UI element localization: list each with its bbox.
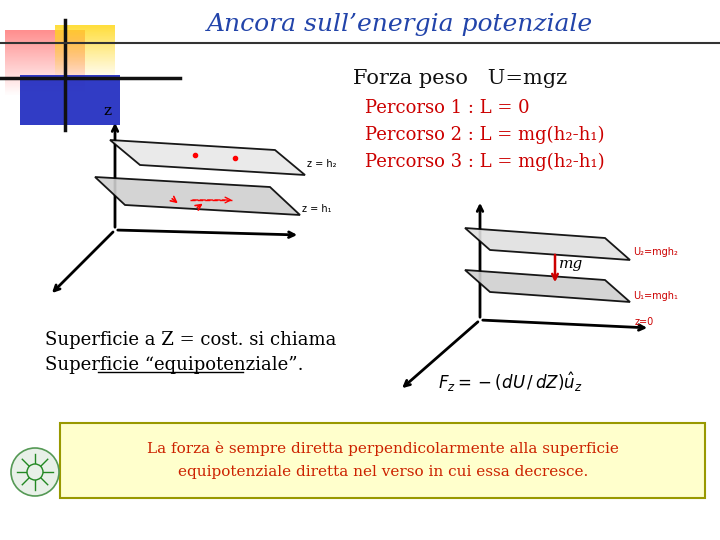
Circle shape [11,448,59,496]
Text: z=0: z=0 [635,317,654,327]
Text: U₂=mgh₂: U₂=mgh₂ [633,247,678,257]
Text: La forza è sempre diretta perpendicolarmente alla superficie: La forza è sempre diretta perpendicolarm… [147,441,619,456]
Text: Superficie “equipotenziale”.: Superficie “equipotenziale”. [45,356,304,374]
Text: z = h₂: z = h₂ [307,159,336,169]
Text: Superficie a Z = cost. si chiama: Superficie a Z = cost. si chiama [45,331,336,349]
Text: z = h₁: z = h₁ [302,204,331,214]
Text: Percorso 1 : L = 0: Percorso 1 : L = 0 [365,99,530,117]
Text: mg: mg [559,257,583,271]
Text: Percorso 3 : L = mg(h₂-h₁): Percorso 3 : L = mg(h₂-h₁) [365,153,605,171]
Text: U₁=mgh₁: U₁=mgh₁ [633,291,678,301]
Text: Forza peso   U=mgz: Forza peso U=mgz [353,69,567,87]
Text: z: z [103,104,111,118]
Text: Ancora sull’energia potenziale: Ancora sull’energia potenziale [207,12,593,36]
Text: equipotenziale diretta nel verso in cui essa decresce.: equipotenziale diretta nel verso in cui … [178,465,588,479]
Text: $F_z = -(dU\,/\,dZ)\hat{u}_z$: $F_z = -(dU\,/\,dZ)\hat{u}_z$ [438,370,582,394]
Text: Percorso 2 : L = mg(h₂-h₁): Percorso 2 : L = mg(h₂-h₁) [365,126,605,144]
FancyBboxPatch shape [60,423,705,498]
Circle shape [27,464,43,480]
Polygon shape [465,270,630,302]
Polygon shape [95,177,300,215]
Polygon shape [465,228,630,260]
Polygon shape [110,140,305,175]
